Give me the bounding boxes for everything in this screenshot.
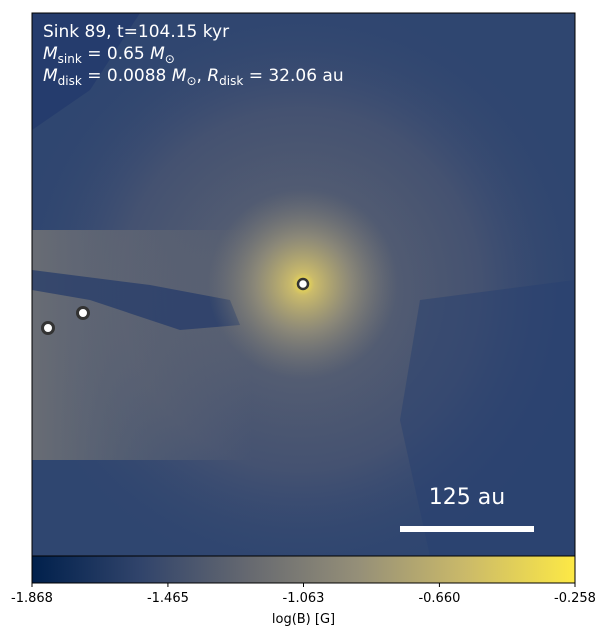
sinks — [41, 277, 310, 335]
sink-marker — [296, 277, 310, 291]
scale-bar-label: 125 au — [429, 485, 505, 510]
colorbar-label: log(B) [G] — [272, 612, 335, 627]
colorbar-tick-label: -0.258 — [554, 591, 596, 606]
mass-sink: Msink = 0.65 M⊙ — [43, 44, 175, 66]
colorbar-tick-label: -0.660 — [418, 591, 460, 606]
colorbar-tick-label: -1.063 — [283, 591, 325, 606]
colorbar-tick-label: -1.868 — [11, 591, 53, 606]
title: Sink 89, t=104.15 kyr — [43, 22, 229, 42]
sink-marker — [41, 321, 55, 335]
sink-marker — [76, 306, 90, 320]
colorbar — [31, 555, 576, 584]
colorbar-tick-label: -1.465 — [147, 591, 189, 606]
mass-disk: Mdisk = 0.0088 M⊙, Rdisk = 32.06 au — [43, 66, 344, 88]
